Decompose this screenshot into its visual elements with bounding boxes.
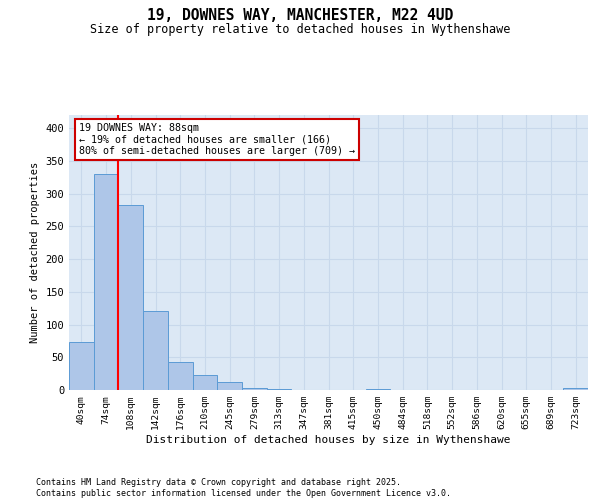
Bar [365,388,390,390]
Text: Size of property relative to detached houses in Wythenshawe: Size of property relative to detached ho… [90,22,510,36]
Bar [94,174,118,390]
Bar [193,375,217,390]
Bar [168,362,193,390]
X-axis label: Distribution of detached houses by size in Wythenshawe: Distribution of detached houses by size … [146,435,511,445]
Bar [242,388,267,390]
Bar [143,312,168,390]
Bar [217,382,242,390]
Bar [69,342,94,390]
Bar [118,204,143,390]
Text: Contains HM Land Registry data © Crown copyright and database right 2025.
Contai: Contains HM Land Registry data © Crown c… [36,478,451,498]
Text: 19 DOWNES WAY: 88sqm
← 19% of detached houses are smaller (166)
80% of semi-deta: 19 DOWNES WAY: 88sqm ← 19% of detached h… [79,123,355,156]
Text: 19, DOWNES WAY, MANCHESTER, M22 4UD: 19, DOWNES WAY, MANCHESTER, M22 4UD [147,8,453,22]
Bar [563,388,588,390]
Y-axis label: Number of detached properties: Number of detached properties [30,162,40,343]
